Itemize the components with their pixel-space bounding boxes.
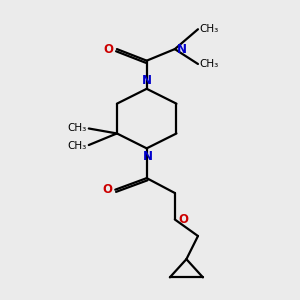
Text: O: O	[103, 43, 114, 56]
Text: N: N	[143, 150, 153, 163]
Text: CH₃: CH₃	[200, 59, 219, 69]
Text: N: N	[142, 74, 152, 87]
Text: O: O	[179, 213, 189, 226]
Text: CH₃: CH₃	[200, 24, 219, 34]
Text: N: N	[176, 43, 187, 56]
Text: CH₃: CH₃	[67, 141, 86, 151]
Text: CH₃: CH₃	[67, 122, 86, 133]
Text: O: O	[102, 183, 112, 196]
